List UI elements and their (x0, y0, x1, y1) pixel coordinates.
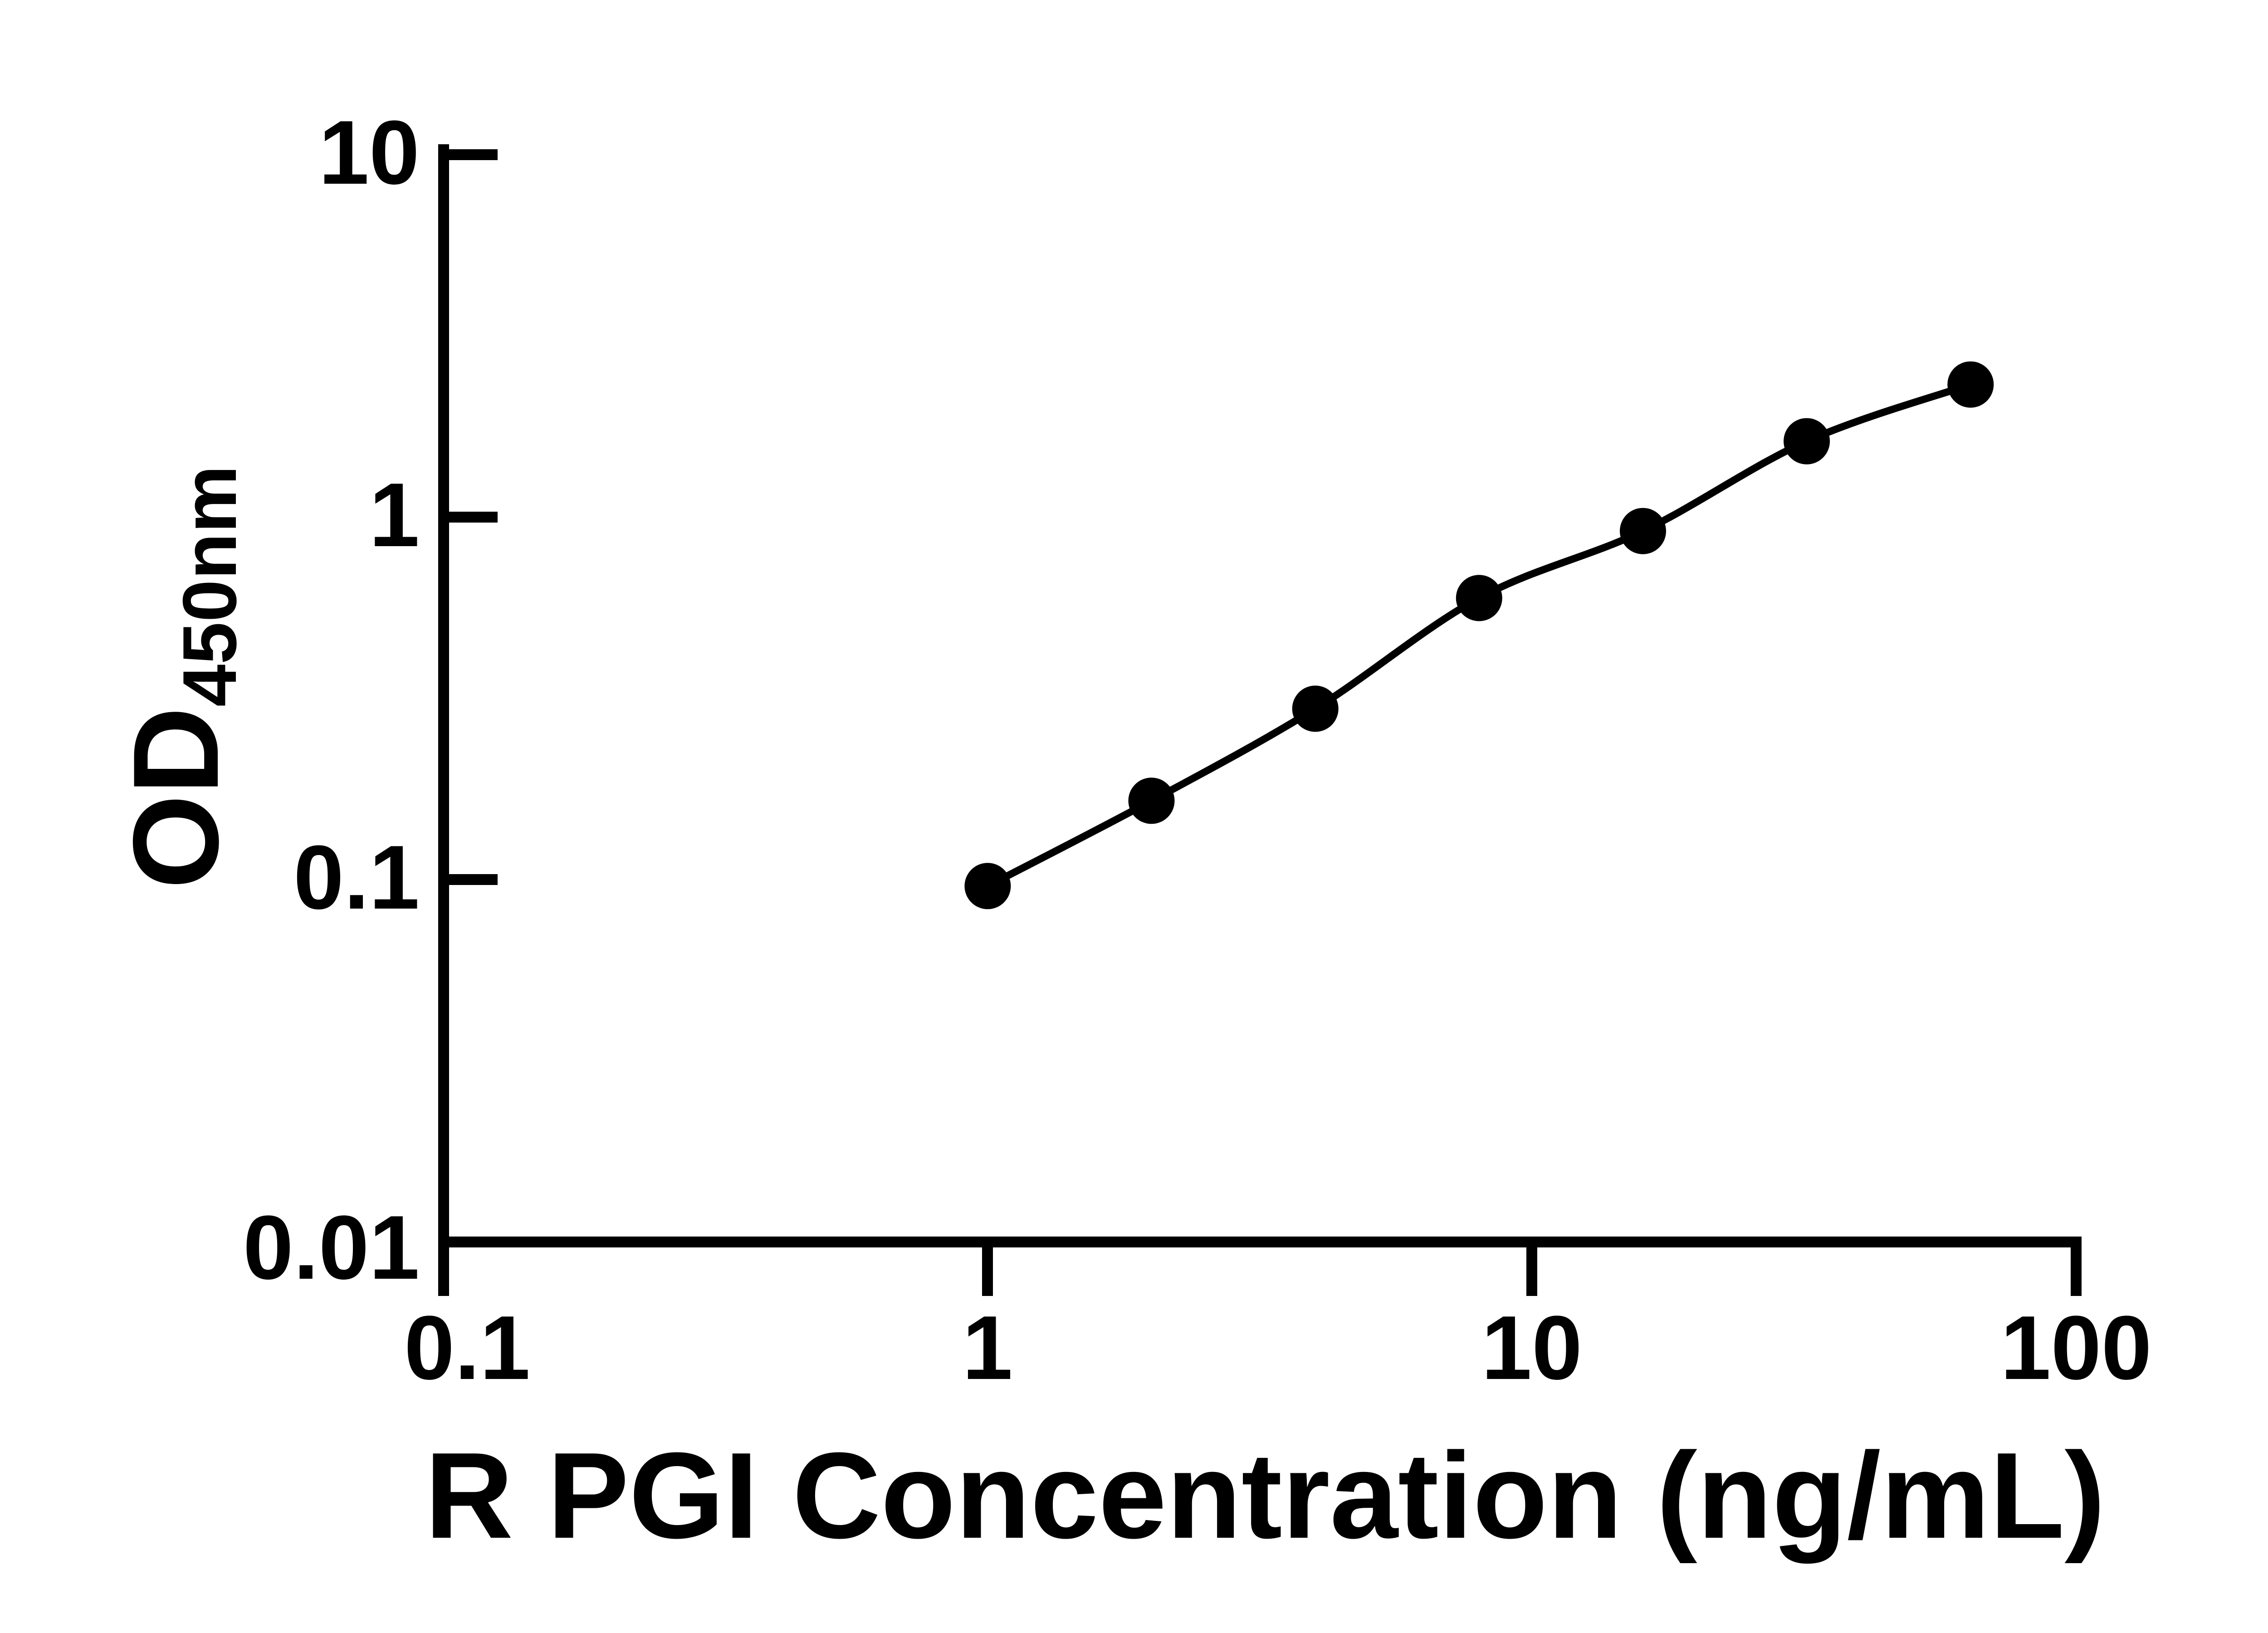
svg-text:100: 100 (2000, 1297, 2152, 1398)
svg-text:0.1: 0.1 (293, 827, 420, 928)
svg-text:10: 10 (1481, 1297, 1582, 1398)
svg-text:10: 10 (319, 102, 420, 203)
svg-text:0.01: 0.01 (243, 1197, 420, 1298)
svg-text:1: 1 (369, 464, 420, 566)
svg-text:0.1: 0.1 (404, 1297, 530, 1398)
svg-text:R PGI Concentration (ng/mL): R PGI Concentration (ng/mL) (425, 1428, 2106, 1565)
svg-text:1: 1 (962, 1297, 1012, 1398)
